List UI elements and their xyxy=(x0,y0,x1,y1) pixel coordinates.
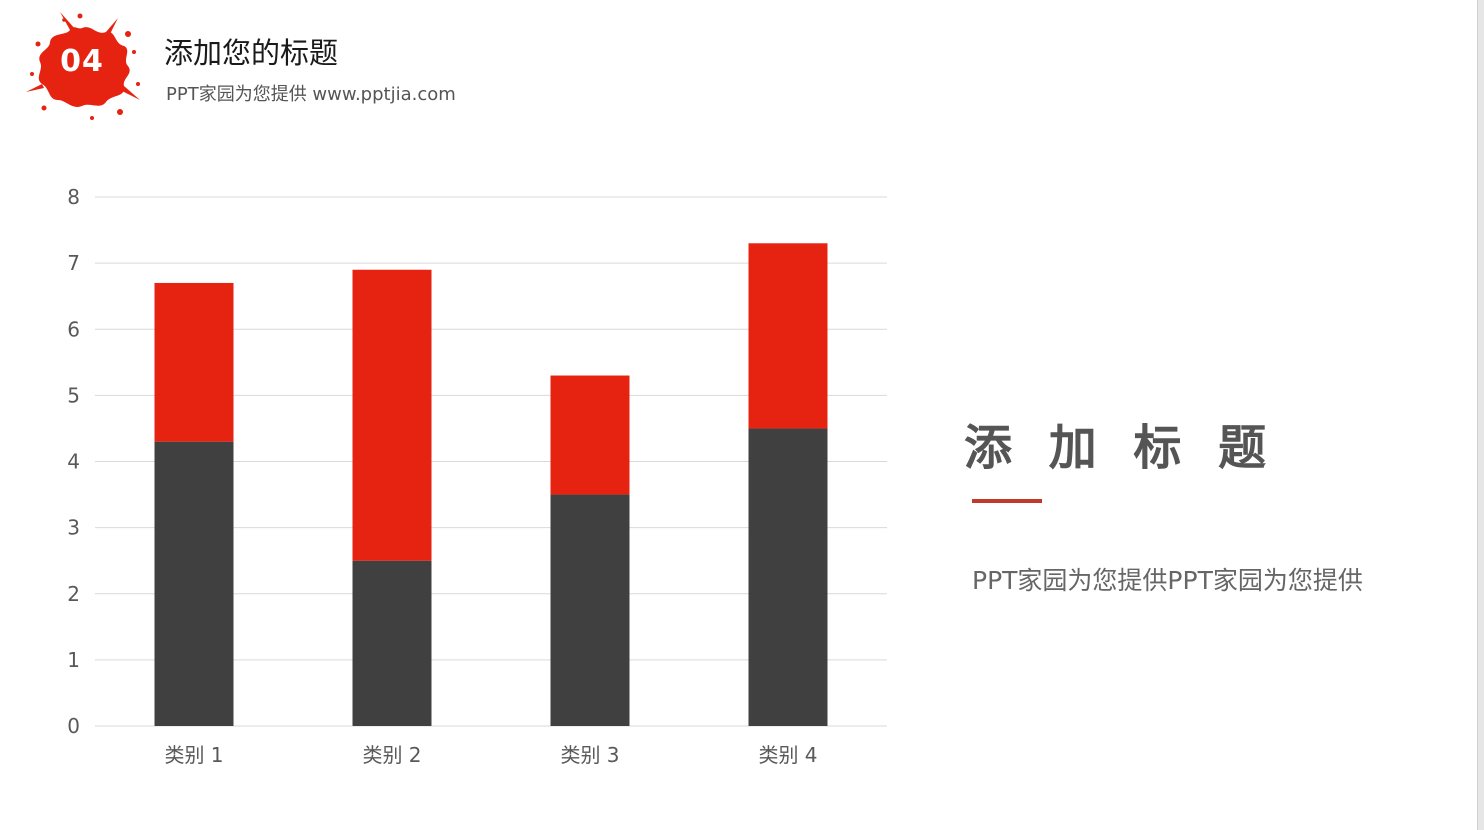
y-tick-label: 2 xyxy=(67,582,80,606)
bar-segment xyxy=(550,494,630,726)
stacked-bar-chart: 0 1 2 3 4 5 6 7 8 类别 1 类别 2 类别 3 类别 4 xyxy=(67,185,887,767)
bar-segment xyxy=(748,428,828,726)
x-tick-label: 类别 3 xyxy=(560,743,619,767)
right-edge-bar xyxy=(1477,0,1484,830)
y-tick-label: 5 xyxy=(67,383,80,407)
section-badge: 04 xyxy=(20,4,144,128)
y-tick-label: 6 xyxy=(67,317,80,341)
bar-segment xyxy=(154,282,234,442)
bar-segment xyxy=(154,441,234,726)
badge-number: 04 xyxy=(60,44,104,79)
bar-segment xyxy=(748,243,828,429)
x-tick-label: 类别 2 xyxy=(362,743,421,767)
y-tick-label: 8 xyxy=(67,185,80,209)
y-tick-label: 4 xyxy=(67,450,80,474)
y-tick-label: 1 xyxy=(67,648,80,672)
side-body-text: PPT家园为您提供PPT家园为您提供 xyxy=(972,566,1363,595)
x-axis-ticks: 类别 1 类别 2 类别 3 类别 4 xyxy=(164,743,817,767)
y-tick-label: 7 xyxy=(67,251,80,275)
bar-segment xyxy=(352,269,432,561)
y-tick-label: 3 xyxy=(67,516,80,540)
y-tick-label: 0 xyxy=(67,714,80,738)
bar-segment xyxy=(550,375,630,495)
bars xyxy=(154,243,828,726)
page-subtitle: PPT家园为您提供 www.pptjia.com xyxy=(166,84,456,105)
paint-splash-icon xyxy=(26,12,140,120)
side-divider xyxy=(972,499,1042,503)
x-tick-label: 类别 4 xyxy=(758,743,817,767)
y-axis-ticks: 0 1 2 3 4 5 6 7 8 xyxy=(67,185,80,738)
page-title: 添加您的标题 xyxy=(164,36,339,70)
x-tick-label: 类别 1 xyxy=(164,743,223,767)
bar-segment xyxy=(352,560,432,726)
side-title: 添 加 标 题 xyxy=(964,420,1277,476)
